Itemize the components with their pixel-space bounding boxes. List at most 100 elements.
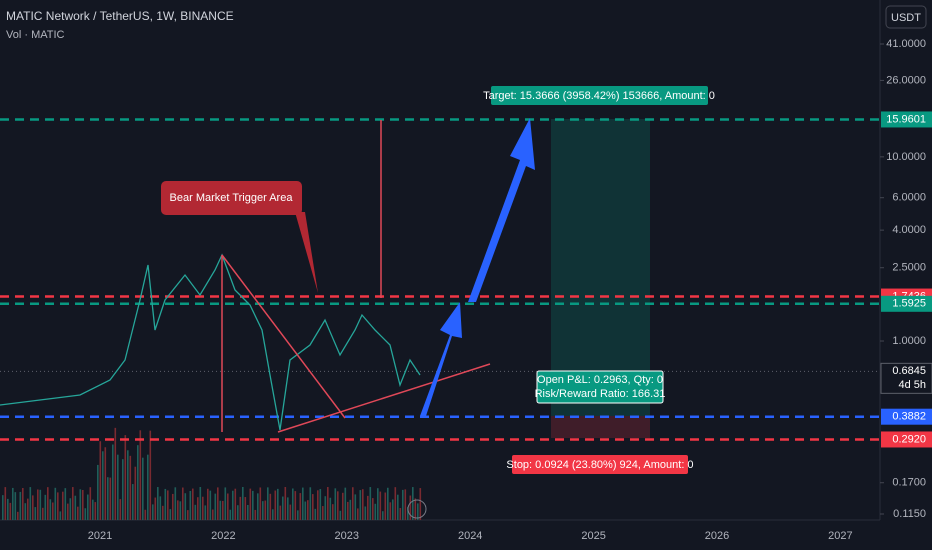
volume-bar (362, 489, 364, 520)
volume-bar (62, 491, 64, 520)
volume-bar (139, 430, 142, 520)
volume-bar (272, 509, 274, 520)
volume-bar (157, 487, 159, 520)
volume-bar (407, 506, 409, 520)
volume-bar (77, 506, 79, 520)
volume-bar (159, 496, 162, 520)
time-label: 2022 (211, 530, 235, 542)
volume-bar (187, 510, 189, 520)
volume-bar (84, 508, 87, 520)
volume-bar (29, 487, 32, 520)
volume-bar (259, 487, 262, 520)
volume-bar (144, 509, 147, 520)
pnl-text: Risk/Reward Ratio: 166.31 (535, 388, 666, 400)
volume-bar (44, 494, 47, 520)
volume-bar (22, 488, 24, 520)
volume-bar (252, 490, 254, 520)
volume-bar (49, 499, 52, 520)
volume-bar (317, 490, 319, 520)
price-marker (880, 362, 932, 394)
volume-label: Vol · MATIC (6, 29, 65, 41)
volume-bar (234, 488, 237, 520)
volume-bar (419, 488, 422, 520)
volume-bar (57, 492, 59, 520)
volume-bar (174, 487, 177, 520)
volume-bar (264, 500, 267, 520)
volume-bars (2, 427, 422, 520)
time-label: 2027 (828, 530, 852, 542)
volume-bar (89, 487, 92, 520)
volume-bar (149, 430, 152, 520)
volume-bar (314, 508, 317, 520)
countdown-label: 4d 5h (898, 379, 926, 391)
volume-bar (217, 487, 219, 520)
volume-bar (357, 508, 359, 520)
volume-bar (327, 487, 329, 520)
currency-button[interactable] (885, 5, 927, 29)
time-label: 2023 (335, 530, 359, 542)
pnl-box (536, 370, 664, 404)
loss-zone (551, 416, 650, 438)
level-lines (0, 118, 880, 441)
volume-bar (162, 505, 164, 520)
volume-bar (82, 489, 84, 520)
volume-bar (297, 510, 299, 520)
volume-bar (107, 477, 109, 520)
currency-label: USDT (891, 12, 921, 24)
volume-bar (404, 489, 407, 520)
price-tick-label: 1.0000 (892, 335, 926, 347)
volume-bar (189, 490, 192, 520)
arrow (468, 118, 535, 302)
volume-bar (109, 477, 112, 520)
volume-bar (319, 489, 322, 520)
volume-bar (222, 500, 224, 520)
volume-bar (34, 507, 37, 520)
volume-bar (199, 487, 202, 520)
volume-bar (394, 487, 397, 520)
volume-bar (132, 484, 134, 520)
volume-bar (69, 498, 72, 520)
volume-bar (324, 496, 327, 520)
volume-bar (172, 493, 174, 520)
volume-bar (104, 447, 107, 520)
volume-bar (124, 435, 127, 520)
volume-bar (182, 487, 184, 520)
volume-bar (7, 498, 9, 520)
volume-bar (352, 487, 354, 520)
volume-bar (47, 487, 49, 520)
volume-bar (239, 496, 242, 520)
volume-bar (134, 466, 137, 520)
price-axis-bg (880, 0, 932, 550)
volume-bar (184, 493, 187, 520)
event-icon[interactable] (407, 499, 427, 519)
volume-bar (122, 459, 124, 520)
volume-bar (152, 504, 154, 520)
stop-box (512, 455, 688, 474)
volume-bar (87, 494, 89, 520)
volume-bar (227, 493, 229, 520)
time-label: 2025 (581, 530, 605, 542)
volume-bar (409, 495, 412, 520)
volume-bar (72, 487, 74, 520)
price-marker (881, 295, 932, 312)
volume-bar (412, 487, 414, 520)
price-tick-label: 2.5000 (892, 262, 926, 274)
trend-line (277, 363, 491, 433)
volume-bar (52, 502, 54, 520)
volume-bar (249, 488, 252, 520)
time-label: 2024 (458, 530, 482, 542)
volume-bar (302, 487, 304, 520)
volume-bar (24, 503, 27, 520)
volume-bar (179, 501, 182, 520)
time-label: 2026 (705, 530, 729, 542)
volume-bar (344, 487, 347, 520)
volume-bar (214, 493, 217, 520)
volume-bar (12, 487, 14, 520)
volume-bar (279, 505, 282, 520)
volume-bar (229, 509, 232, 520)
price-tick-label: 26.0000 (886, 74, 926, 86)
volume-bar (397, 494, 399, 520)
volume-bar (414, 498, 417, 520)
volume-bar (292, 488, 294, 520)
volume-bar (309, 487, 312, 520)
